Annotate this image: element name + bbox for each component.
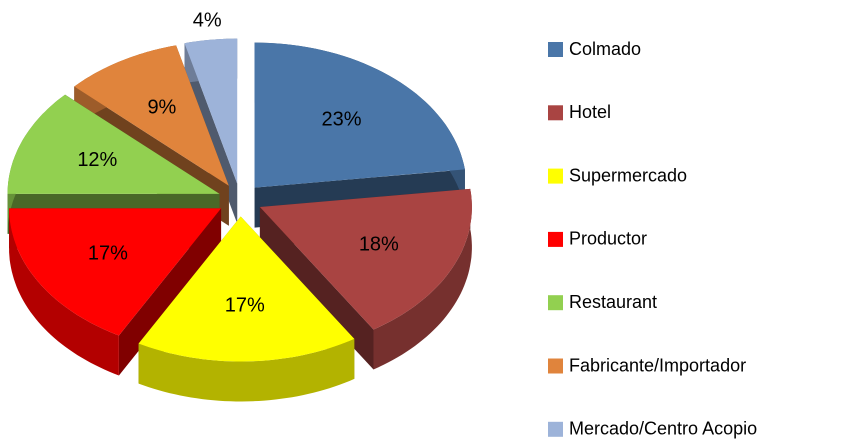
slice-side [118, 208, 222, 376]
data-label: 18% [359, 234, 399, 256]
legend-swatch [548, 421, 563, 437]
slice [74, 45, 229, 186]
slice-edge [138, 338, 355, 402]
legend-swatch [548, 42, 563, 57]
data-label: 9% [147, 97, 176, 119]
slice-side [259, 207, 374, 370]
legend-label: Mercado/Centro Acopio [569, 419, 757, 439]
slice [184, 38, 238, 184]
legend-swatch [548, 358, 563, 374]
legend-label: Productor [569, 229, 647, 249]
legend-swatch [548, 295, 563, 311]
legend-swatch [548, 168, 563, 184]
slice [254, 42, 465, 188]
data-label: 4% [193, 9, 222, 31]
legend-label: Fabricante/Importador [569, 355, 746, 375]
legend-label: Hotel [569, 102, 611, 122]
slice [9, 208, 222, 336]
slice [7, 94, 220, 194]
data-label: 17% [225, 295, 265, 317]
legend-label: Restaurant [569, 292, 657, 312]
legend-swatch [548, 231, 563, 247]
slice-edge [9, 208, 119, 376]
slice [259, 188, 472, 330]
legend-label: Colmado [569, 39, 641, 59]
data-label: 12% [77, 149, 117, 171]
legend-label: Supermercado [569, 165, 687, 185]
legend-swatch [548, 105, 563, 121]
slice-edge [373, 188, 472, 370]
slice [138, 216, 355, 362]
data-label: 17% [88, 242, 128, 264]
data-label: 23% [321, 108, 361, 130]
